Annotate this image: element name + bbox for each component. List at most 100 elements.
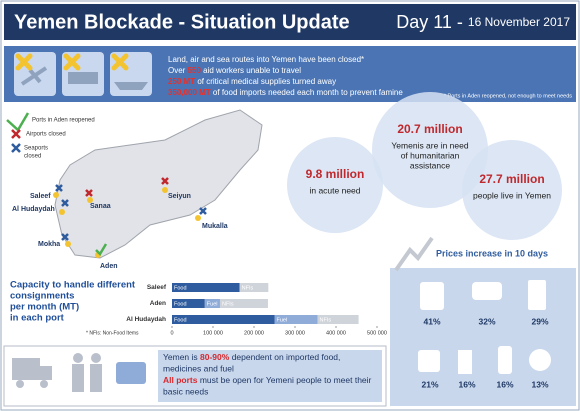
legend-item: Seaports — [24, 146, 48, 152]
text-segment: Land, air and sea routes into Yemen have… — [168, 55, 364, 64]
price-increase: 41% — [423, 316, 440, 326]
capacity-chart: Capacity to handle differentconsignments… — [10, 280, 387, 337]
title: Yemen Blockade - Situation Update — [14, 11, 350, 33]
rise-arrow — [394, 236, 434, 272]
text-segment: dependent on imported food, — [229, 352, 340, 362]
x-tick-label: 400 000 — [326, 330, 346, 336]
bar-segment — [172, 283, 240, 292]
chart-note: * NFIs: Non-Food Items — [86, 330, 139, 336]
legend-item: Airports closed — [26, 132, 66, 138]
text-segment: medicines and fuel — [163, 364, 234, 374]
highlight: 350,000 MT — [168, 88, 211, 97]
prices-title: Prices increase in 10 days — [436, 248, 548, 258]
text-line: 350,000 MT of food imports needed each m… — [168, 88, 403, 97]
prices: 41% 32% 29% 21% 16% 16% 13% — [421, 316, 548, 389]
x-tick-label: 200 000 — [244, 330, 264, 336]
highlight: 80-90% — [200, 352, 230, 362]
bar-segment — [317, 315, 359, 324]
text-segment: Yemen is — [163, 352, 200, 362]
figure-number: 27.7 million — [479, 172, 544, 186]
segment-label: Food — [174, 285, 187, 291]
text-line: 250 MT of critical medical supplies turn… — [168, 77, 336, 86]
x-tick-label: 500 000 — [367, 330, 387, 336]
chart-title: in each port — [10, 313, 65, 324]
banner-text: Land, air and sea routes into Yemen have… — [168, 55, 403, 97]
banner-icons — [14, 52, 152, 96]
price-increase: 16% — [458, 379, 475, 389]
city: Sanaa — [90, 203, 111, 210]
figure-caption: in acute need — [309, 185, 360, 195]
segment-label: Fuel — [277, 317, 288, 323]
text-line: medicines and fuel — [163, 364, 234, 374]
x-tick-label: 100 000 — [203, 330, 223, 336]
text-line: basic needs — [163, 387, 208, 397]
y-tick-label: Aden — [150, 300, 166, 307]
figure-circles — [287, 92, 562, 240]
figures: 9.8 million in acute need 20.7 million Yeme… — [306, 122, 552, 200]
text-segment: must be open for Yemeni people to meet t… — [197, 375, 371, 385]
segment-label: Food — [174, 317, 187, 323]
bar-segment — [219, 299, 268, 308]
x-tick-label: 0 — [170, 330, 173, 336]
figure-number: 20.7 million — [397, 122, 462, 136]
text-segment: aid workers unable to travel — [201, 66, 301, 75]
message-icons — [12, 353, 146, 392]
segment-label: NFIs — [222, 301, 234, 307]
figure-caption: assistance — [410, 160, 450, 170]
text-line: Land, air and sea routes into Yemen have… — [168, 55, 364, 64]
bar-segment — [274, 315, 318, 324]
text-line: All ports must be open for Yemeni people… — [163, 375, 372, 385]
day: Day 11 - — [396, 12, 468, 32]
segment-label: NFIs — [320, 317, 332, 323]
message-text: Yemen is 80-90% dependent on imported fo… — [163, 352, 372, 397]
figure-caption: people live in Yemen — [473, 190, 551, 200]
legend-item: closed — [24, 154, 41, 160]
text-segment: of critical medical supplies turned away — [195, 77, 336, 86]
message-box — [158, 350, 382, 402]
highlight: All ports — [163, 375, 198, 385]
banner-footnote: * Ports in Aden reopened, not enough to … — [444, 93, 572, 99]
map: Ports in Aden reopened Airports closed S… — [6, 109, 263, 270]
highlight: 550 — [188, 66, 202, 75]
city: Mokha — [38, 241, 60, 248]
price-increase: 29% — [531, 316, 548, 326]
highlight: 250 MT — [168, 77, 195, 86]
segment-label: Fuel — [207, 301, 218, 307]
segment-label: Food — [174, 301, 187, 307]
legend-item: Ports in Aden reopened — [32, 118, 95, 124]
segment-label: NFIs — [242, 285, 254, 291]
bar-segment — [239, 283, 269, 292]
x-tick-label: 300 000 — [285, 330, 305, 336]
city: Saleef — [30, 193, 51, 200]
price-increase: 13% — [531, 379, 548, 389]
text-segment: basic needs — [163, 387, 208, 397]
text-segment: Over — [168, 66, 188, 75]
bar-segment — [172, 315, 275, 324]
figure-caption: Yemenis are in need — [391, 140, 468, 150]
date: 16 November 2017 — [468, 15, 570, 29]
chart-title: per month (MT) — [10, 302, 79, 313]
city: Mukalla — [202, 223, 228, 230]
price-increase: 21% — [421, 379, 438, 389]
chart-title: Capacity to handle different — [10, 280, 136, 291]
price-icons — [418, 280, 551, 374]
chart-title: consignments — [10, 291, 74, 302]
figure-number: 9.8 million — [306, 167, 365, 181]
figure-caption: of humanitarian — [401, 150, 460, 160]
y-tick-label: Saleef — [147, 284, 167, 291]
text-segment: of food imports needed each month to pre… — [211, 88, 404, 97]
price-increase: 16% — [496, 379, 513, 389]
y-tick-label: Al Hudaydah — [126, 316, 166, 323]
bar-segment — [172, 299, 205, 308]
city: Aden — [100, 263, 118, 270]
date-line: Day 11 - 16 November 2017 — [396, 12, 570, 32]
city: Al Hudaydah — [12, 206, 55, 213]
text-line: Over 550 aid workers unable to travel — [168, 66, 301, 75]
text-line: Yemen is 80-90% dependent on imported fo… — [163, 352, 340, 362]
city: Seiyun — [168, 193, 191, 200]
header-band — [4, 4, 576, 40]
price-increase: 32% — [478, 316, 495, 326]
bar-segment — [204, 299, 220, 308]
